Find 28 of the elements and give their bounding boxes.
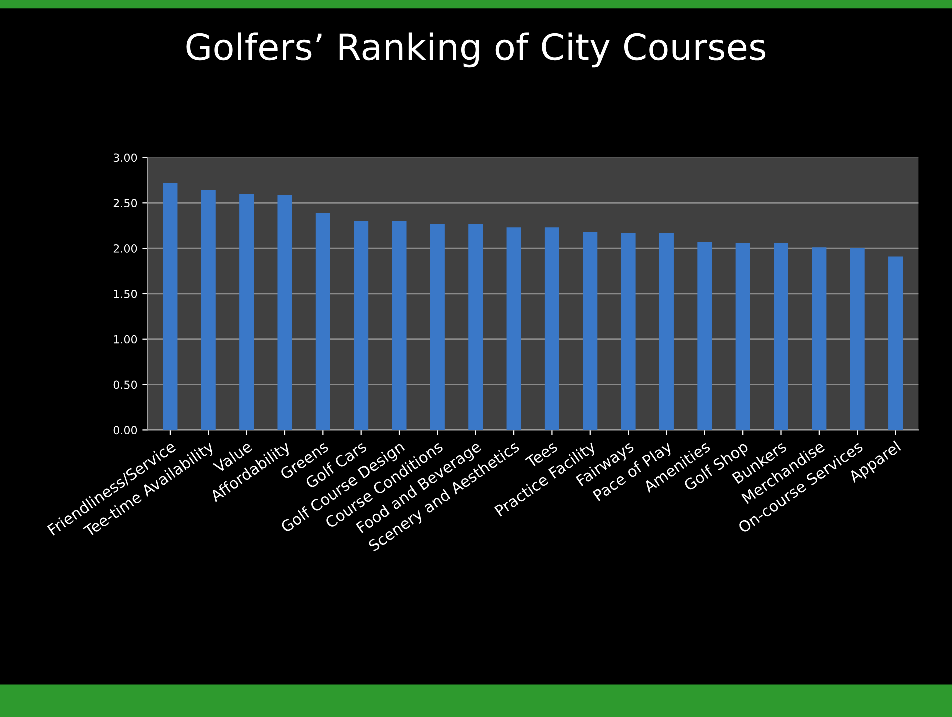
bar <box>659 233 674 430</box>
y-tick-label: 1.00 <box>114 335 138 344</box>
chart-title: Golfers’ Ranking of City Courses <box>186 32 766 68</box>
bar <box>774 243 789 430</box>
y-tick-label: 1.50 <box>114 290 138 298</box>
bar <box>201 190 216 430</box>
bar <box>506 228 522 430</box>
y-tick-label: 2.50 <box>114 199 138 208</box>
bar <box>850 248 865 430</box>
bar <box>698 242 712 430</box>
bar <box>621 233 636 430</box>
bar <box>468 224 484 430</box>
bar <box>278 194 292 430</box>
y-tick-label: 2.00 <box>114 244 138 253</box>
bar <box>583 232 598 430</box>
bar <box>812 248 827 430</box>
bar <box>354 221 369 430</box>
bar <box>163 183 178 430</box>
bar <box>392 221 407 430</box>
bar <box>430 224 445 430</box>
y-tick-label: 0.00 <box>114 426 138 435</box>
y-tick-label: 3.00 <box>114 154 138 162</box>
bar <box>736 243 750 430</box>
bar <box>316 213 330 430</box>
bar <box>888 256 904 430</box>
bar <box>544 228 560 430</box>
y-tick-label: 0.50 <box>114 380 138 390</box>
bar <box>240 194 254 430</box>
